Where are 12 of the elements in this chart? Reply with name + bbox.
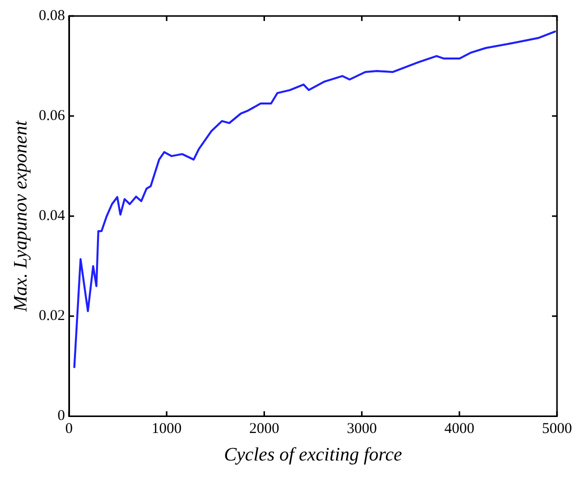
x-tick-label: 5000	[542, 421, 572, 438]
x-tick-label: 4000	[444, 421, 474, 438]
x-axis-title: Cycles of exciting force	[224, 444, 402, 466]
y-tick-label: 0.08	[38, 8, 66, 24]
y-tick-label: 0.04	[38, 208, 66, 224]
y-tick-label: 0.06	[38, 108, 66, 124]
x-tick-label: 3000	[346, 421, 377, 438]
x-tick-label: 2000	[249, 421, 280, 438]
y-axis-title: Max. Lyapunov exponent	[10, 120, 32, 313]
x-tick-label: 1000	[152, 421, 182, 438]
y-tick-label: 0	[58, 408, 66, 424]
y-tick-label: 0.02	[38, 308, 66, 324]
